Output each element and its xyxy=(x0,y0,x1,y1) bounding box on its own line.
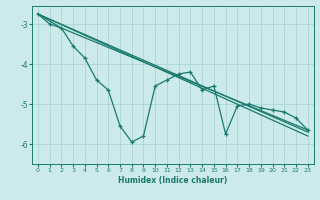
X-axis label: Humidex (Indice chaleur): Humidex (Indice chaleur) xyxy=(118,176,228,185)
